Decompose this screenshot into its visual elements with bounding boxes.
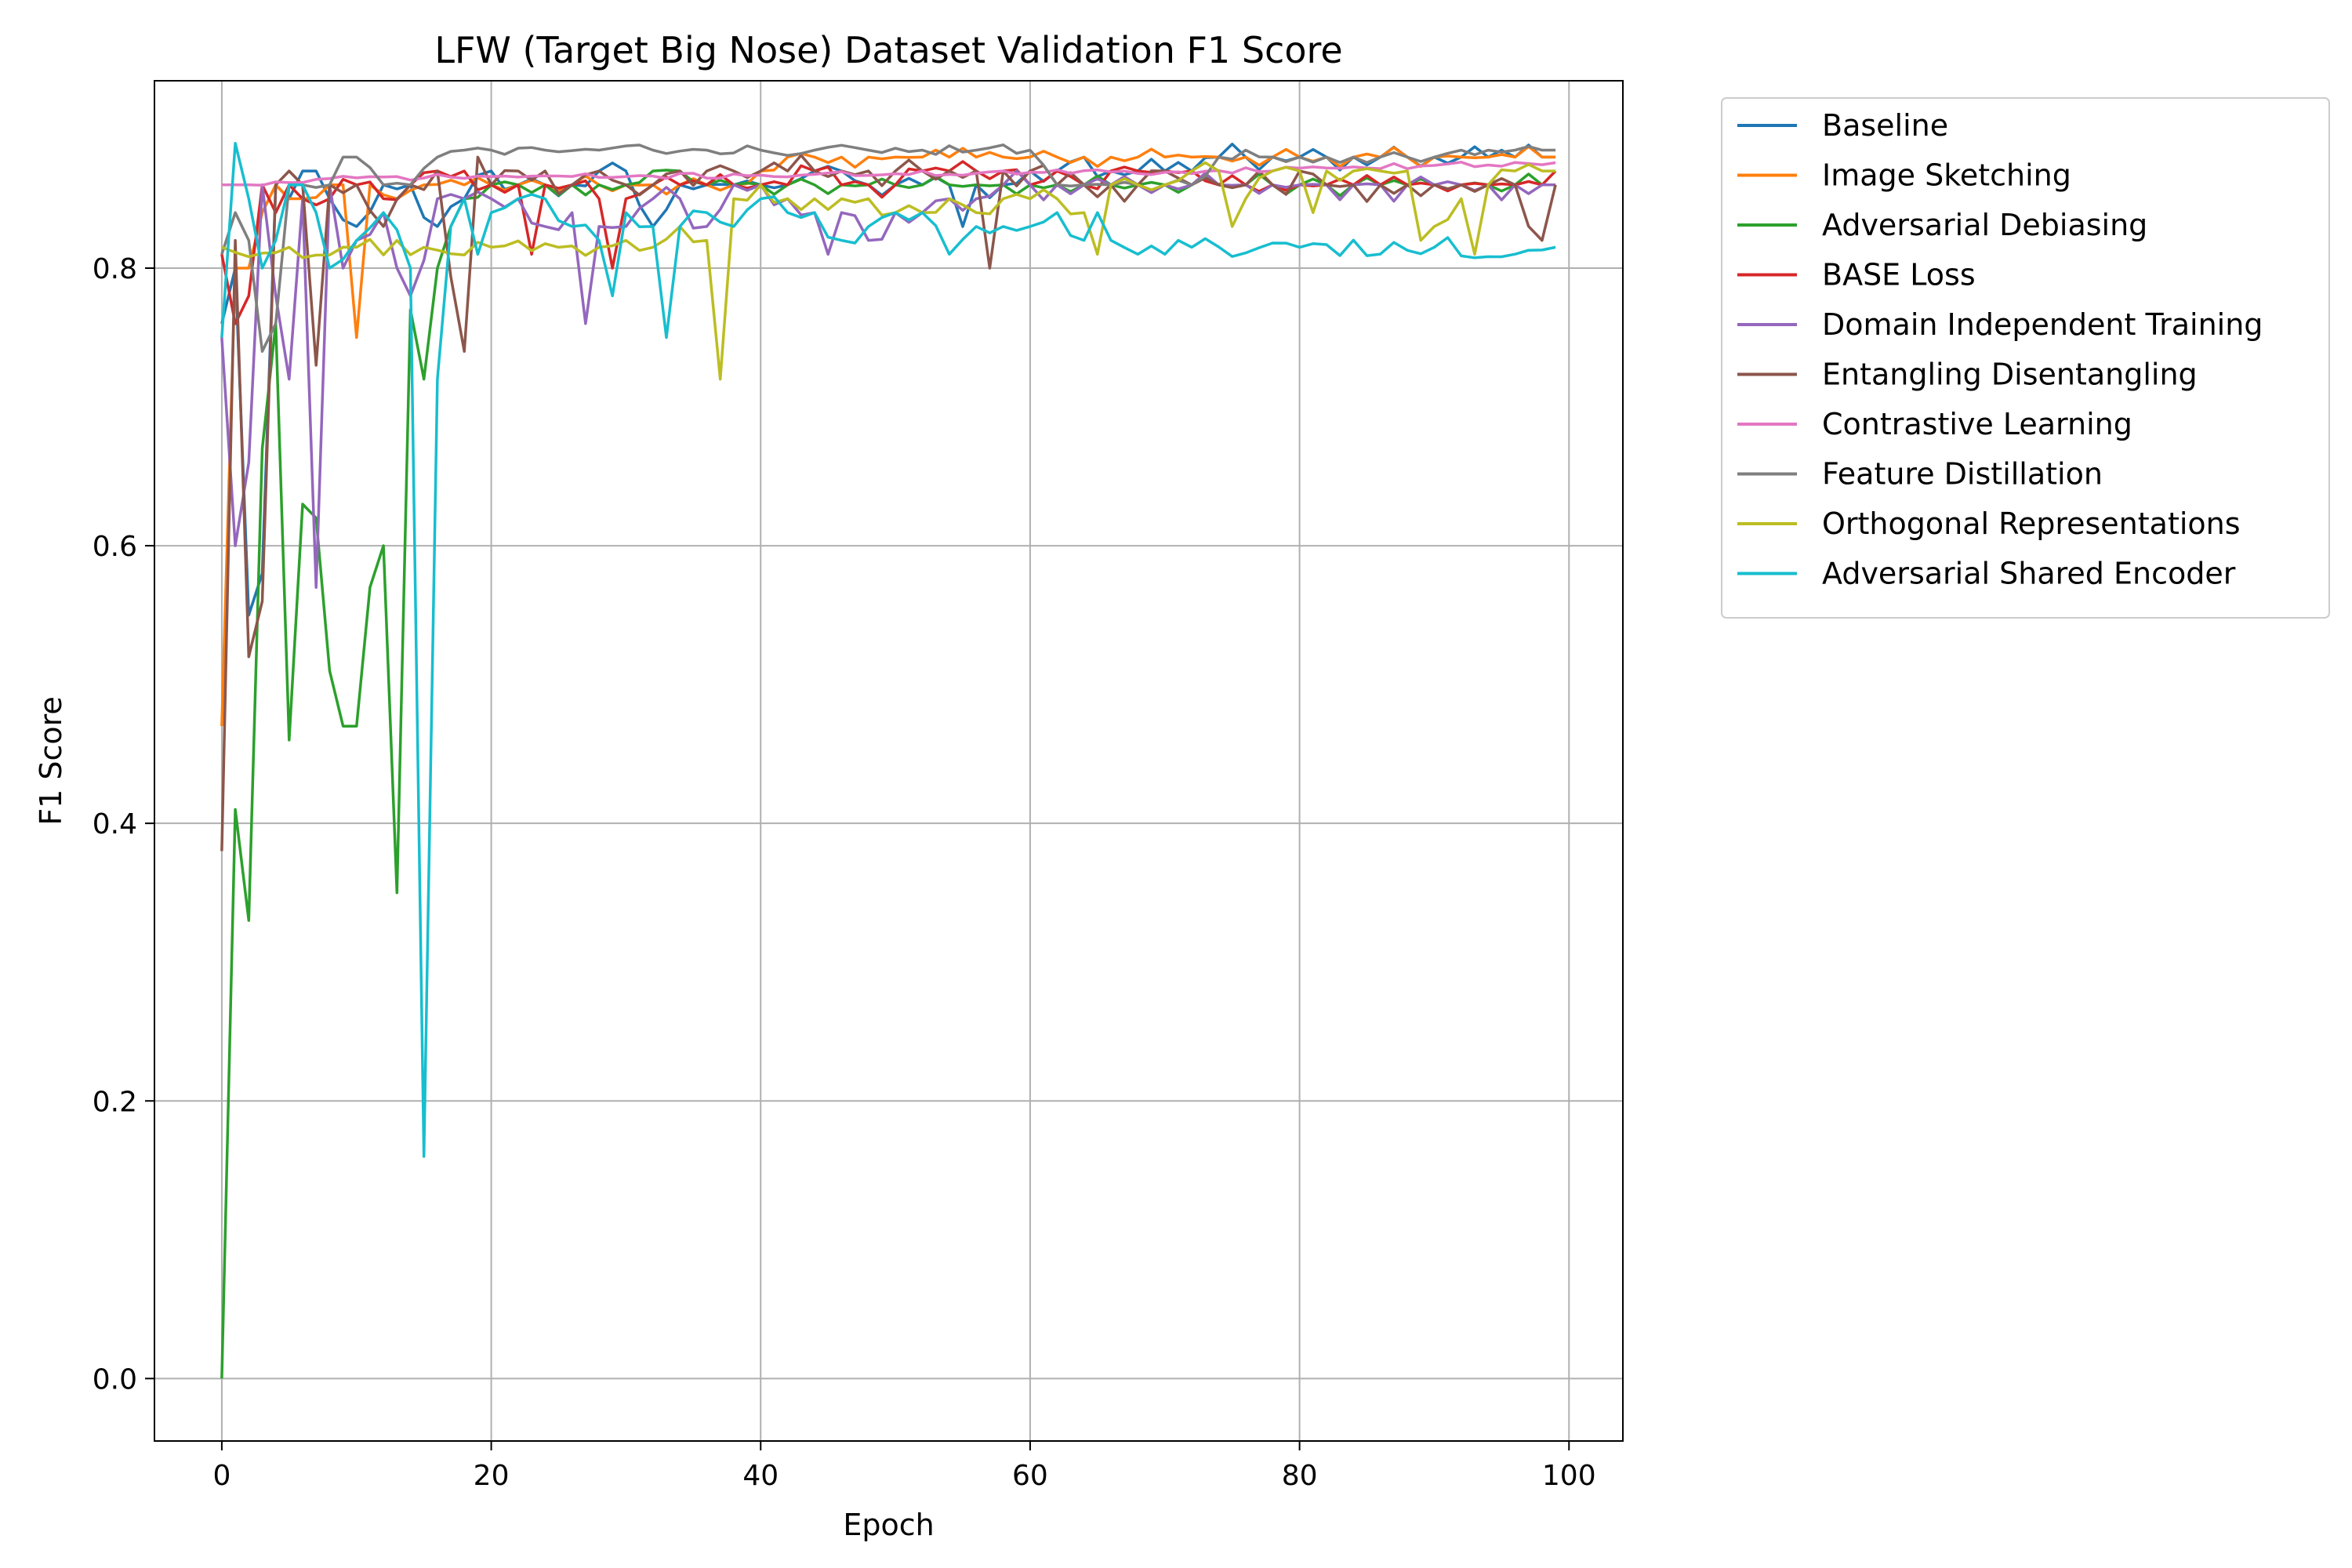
legend-label: BASE Loss	[1822, 258, 1976, 292]
legend-box	[1721, 97, 2330, 619]
legend-label: Image Sketching	[1822, 158, 2071, 193]
legend-label: Orthogonal Representations	[1822, 506, 2241, 541]
y-tick-label: 0.4	[93, 808, 137, 840]
plot-frame	[154, 80, 1624, 1442]
y-axis-label: F1 Score	[34, 696, 68, 826]
x-tick-label: 40	[742, 1460, 779, 1492]
y-tick-label: 0.8	[93, 253, 137, 285]
legend-label: Feature Distillation	[1822, 457, 2103, 492]
series-line	[220, 141, 1556, 1158]
series-line	[221, 161, 1556, 187]
y-tick-label: 0.2	[93, 1086, 137, 1118]
legend-label: Domain Independent Training	[1822, 307, 2263, 342]
x-axis-label: Epoch	[843, 1508, 934, 1542]
series-line	[220, 154, 1557, 851]
chart-title: LFW (Target Big Nose) Dataset Validation…	[434, 29, 1342, 71]
series-line	[220, 169, 1556, 589]
x-tick-label: 60	[1012, 1460, 1048, 1492]
legend: Baseline Image Sketching Adversarial Debia…	[1721, 97, 2330, 619]
grid-lines	[154, 81, 1623, 1441]
x-tick-label: 100	[1542, 1460, 1596, 1492]
series-lines	[220, 141, 1557, 1379]
legend-label: Baseline	[1822, 108, 1948, 143]
legend-label: Contrastive Learning	[1822, 407, 2132, 441]
legend-label: Adversarial Debiasing	[1822, 208, 2147, 242]
x-tick-label: 20	[474, 1460, 510, 1492]
y-tick-label: 0.0	[93, 1363, 137, 1396]
series-line	[220, 160, 1557, 325]
series-line	[220, 143, 1556, 353]
axis-ticks: 0 20 40 60 80 100 0.0 0.2 0.4 0.6 0.8	[93, 253, 1596, 1492]
legend-label: Adversarial Shared Encoder	[1822, 557, 2236, 591]
y-tick-label: 0.6	[93, 531, 137, 563]
series-line	[221, 161, 1556, 381]
series-line	[220, 169, 1556, 1379]
legend-label: Entangling Disentangling	[1822, 358, 2198, 392]
x-tick-label: 0	[212, 1460, 230, 1492]
x-tick-label: 80	[1282, 1460, 1318, 1492]
series-line	[220, 145, 1556, 727]
